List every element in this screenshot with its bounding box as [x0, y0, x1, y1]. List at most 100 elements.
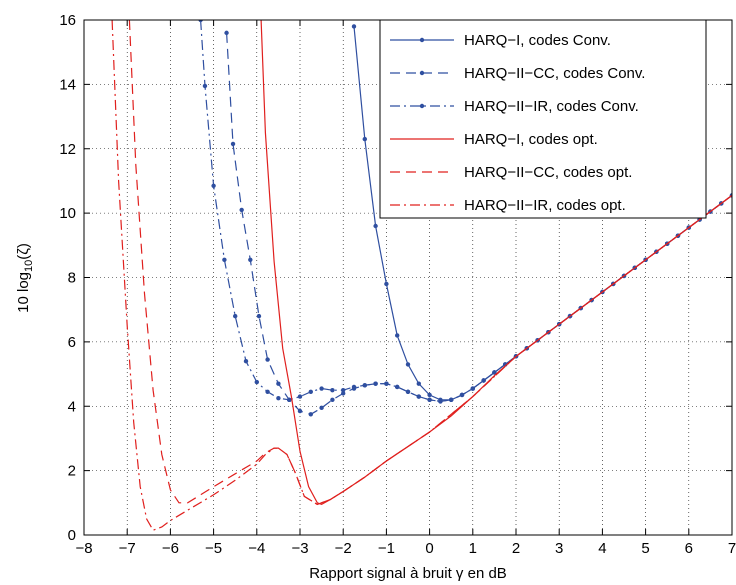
data-point [297, 394, 303, 399]
series-line [111, 20, 732, 531]
series-layer [111, 20, 732, 531]
legend-label: HARQ−I, codes Conv. [464, 32, 611, 49]
data-point [341, 387, 346, 393]
x-axis-title: Rapport signal à bruit γ en dB [309, 565, 507, 582]
data-point [319, 386, 324, 391]
data-point [243, 358, 249, 364]
data-point [248, 257, 253, 262]
data-point [239, 207, 244, 213]
y-axis-title: 10 log10(ζ) [15, 243, 35, 313]
data-point [427, 397, 432, 403]
data-point [351, 24, 357, 29]
x-tick-label: 3 [555, 540, 563, 557]
data-point [416, 394, 421, 399]
y-tick-label: 0 [68, 527, 76, 544]
y-tick-label: 4 [68, 398, 76, 415]
data-point [449, 397, 454, 403]
y-tick-label: 10 [59, 205, 76, 222]
data-point [276, 381, 281, 386]
legend-entry: HARQ−I, codes Conv. [390, 32, 611, 49]
data-point [276, 396, 281, 401]
x-tick-label: 0 [425, 540, 433, 557]
data-point [470, 386, 475, 391]
data-point [395, 333, 400, 338]
legend-label: HARQ−I, codes opt. [464, 131, 598, 148]
legend-label: HARQ−II−CC, codes Conv. [464, 65, 645, 82]
x-tick-label: −2 [335, 540, 352, 557]
data-point [265, 389, 270, 394]
data-point [319, 405, 324, 411]
data-point [384, 381, 389, 386]
legend-entry: HARQ−II−CC, codes Conv. [390, 65, 645, 82]
x-tick-label: 6 [685, 540, 693, 557]
data-point [427, 392, 432, 398]
legend-marker [419, 37, 425, 43]
data-point [202, 83, 208, 89]
legend-entry: HARQ−II−CC, codes opt. [390, 164, 632, 181]
data-point [222, 257, 227, 262]
legend: HARQ−I, codes Conv. HARQ−II−CC, codes Con… [379, 19, 707, 219]
data-point [254, 379, 259, 385]
data-point [287, 397, 292, 403]
data-point [481, 378, 486, 383]
data-point [362, 136, 367, 142]
legend-marker [419, 103, 425, 109]
data-point [395, 384, 400, 390]
y-axis-title-prefix: 10 log [15, 272, 32, 313]
data-point [330, 397, 335, 403]
data-point [330, 387, 335, 393]
legend-label: HARQ−II−IR, codes Conv. [464, 98, 639, 115]
data-point [362, 383, 367, 388]
data-point [384, 281, 389, 287]
y-tick-label: 8 [68, 270, 76, 287]
data-point [459, 392, 465, 398]
y-tick-label: 14 [59, 76, 76, 93]
data-point [230, 141, 236, 147]
data-point [373, 223, 378, 229]
data-point [492, 370, 497, 375]
data-point [297, 408, 303, 414]
data-point [405, 362, 411, 367]
y-axis-title-subscript: 10 [23, 260, 35, 272]
legend-label: HARQ−II−IR, codes opt. [464, 197, 626, 214]
x-tick-label: 7 [728, 540, 736, 557]
legend-entry: HARQ−II−IR, codes Conv. [390, 98, 639, 115]
data-point [233, 313, 238, 319]
data-point [308, 389, 313, 394]
series-6 [111, 20, 732, 531]
data-point [351, 384, 357, 390]
legend-marker [419, 70, 425, 76]
x-tick-label: −4 [248, 540, 265, 557]
x-tick-label: 2 [512, 540, 520, 557]
x-tick-label: 4 [598, 540, 606, 557]
data-point [211, 183, 216, 188]
data-point [438, 399, 443, 404]
y-tick-label: 2 [68, 463, 76, 480]
data-point [198, 20, 203, 23]
x-tick-label: −5 [205, 540, 222, 557]
legend-entry: HARQ−II−IR, codes opt. [390, 197, 626, 214]
data-point [341, 391, 346, 396]
data-point [256, 313, 262, 319]
x-tick-label: 1 [469, 540, 477, 557]
y-tick-label: 6 [68, 334, 76, 351]
x-tick-label: −7 [119, 540, 136, 557]
y-tick-label: 12 [59, 141, 76, 158]
y-tick-label: 16 [59, 12, 76, 29]
x-tick-label: −8 [75, 540, 92, 557]
data-point [224, 30, 229, 36]
legend-box [379, 19, 707, 219]
x-tick-label: −6 [162, 540, 179, 557]
data-point [405, 389, 411, 394]
x-tick-label: −3 [291, 540, 308, 557]
x-tick-label: −1 [378, 540, 395, 557]
legend-label: HARQ−II−CC, codes opt. [464, 164, 632, 181]
data-point [308, 412, 313, 417]
y-axis-title-suffix: (ζ) [15, 243, 32, 260]
data-point [416, 381, 421, 386]
data-point [373, 381, 378, 386]
data-point [265, 357, 270, 362]
x-tick-label: 5 [641, 540, 649, 557]
